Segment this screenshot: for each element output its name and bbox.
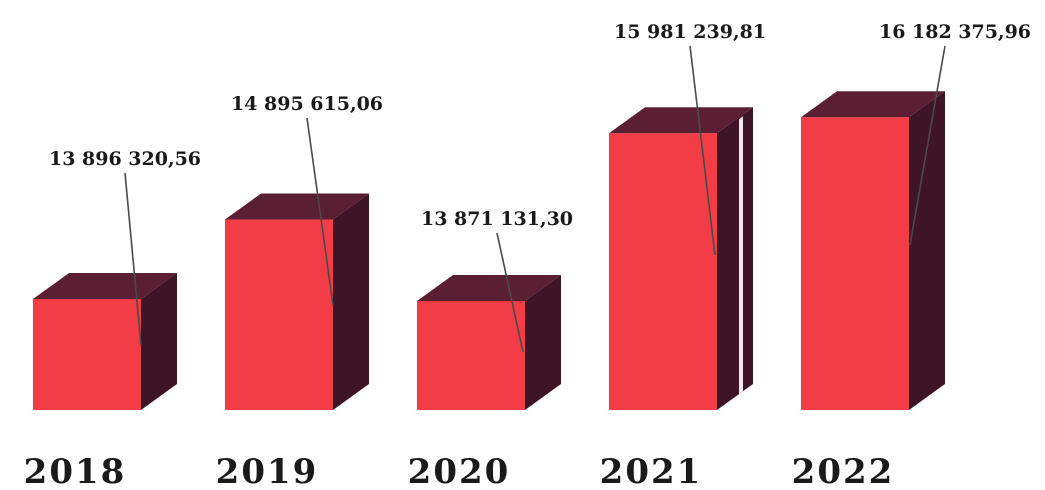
category-label: 2019 — [216, 452, 319, 490]
leader-line — [909, 45, 946, 246]
bar-2020 — [417, 274, 561, 410]
category-label: 2020 — [408, 452, 511, 490]
bar-top-face — [609, 107, 753, 134]
data-label: 13 871 131,30 — [421, 208, 573, 230]
data-label: 16 182 375,96 — [879, 21, 1031, 43]
bar-2018 — [33, 272, 177, 410]
bar-side-highlight — [739, 116, 743, 397]
category-labels-layer: 2018 2019 2020 2021 2022 — [24, 452, 895, 490]
leader-lines-layer — [124, 45, 946, 353]
leader-line — [689, 45, 716, 256]
bar-front-face — [33, 298, 141, 410]
bar-front-face — [225, 219, 333, 410]
value-labels-layer: 13 896 320,56 14 895 615,06 13 871 131,30 1… — [49, 21, 1031, 230]
category-label: 2021 — [600, 452, 703, 490]
leader-line — [496, 232, 524, 353]
bar-front-face — [417, 300, 525, 410]
bar-side-face — [141, 272, 177, 410]
leader-line — [306, 117, 334, 306]
bar-front-face — [609, 133, 717, 410]
category-label: 2018 — [24, 452, 127, 490]
bar-2022 — [801, 91, 945, 411]
leader-line — [124, 172, 142, 346]
bars-layer — [33, 91, 945, 411]
bar-top-face — [417, 274, 561, 301]
bar-top-face — [33, 272, 177, 299]
bar-2021 — [609, 107, 753, 411]
bar-side-face — [717, 107, 753, 411]
bar-top-face — [225, 193, 369, 220]
bar-side-face — [333, 193, 369, 410]
data-label: 14 895 615,06 — [231, 93, 383, 115]
category-label: 2022 — [792, 452, 895, 490]
bar-side-face — [525, 274, 561, 410]
bar-front-face — [801, 117, 909, 411]
bar-top-face — [801, 91, 945, 118]
data-label: 13 896 320,56 — [49, 148, 201, 170]
bar-side-face — [909, 91, 945, 411]
bar-2019 — [225, 193, 369, 410]
data-label: 15 981 239,81 — [614, 21, 766, 43]
